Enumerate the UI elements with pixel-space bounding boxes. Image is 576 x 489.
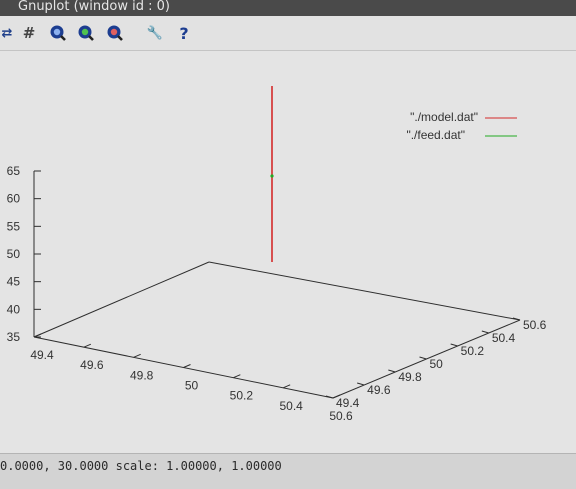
y-tick-mark — [325, 395, 334, 399]
status-text: 0.0000, 30.0000 scale: 1.00000, 1.00000 — [0, 459, 282, 473]
axes — [33, 171, 521, 399]
y-tick-label: 49.4 — [336, 396, 360, 410]
left-edge-line — [33, 261, 210, 338]
legend-label-model: "./model.dat" — [410, 110, 478, 124]
x-tick-mark — [282, 384, 291, 389]
y-tick-mark — [419, 356, 427, 360]
y-tick-mark — [481, 330, 489, 334]
toggle-grid-button[interactable]: # — [20, 24, 38, 42]
zoom-out-button[interactable] — [106, 24, 124, 42]
y-tick-label: 50.2 — [461, 344, 485, 358]
series — [270, 86, 274, 262]
x-tick-mark — [332, 394, 341, 399]
options-icon: 🔧 — [146, 25, 164, 41]
y-tick-mark — [388, 369, 396, 373]
zoom-previous-button[interactable] — [49, 24, 67, 42]
legend-label-feed: "./feed.dat" — [406, 128, 465, 142]
x-tick-label: 49.6 — [80, 358, 104, 372]
zoom-next-icon — [78, 25, 94, 41]
y-tick-mark — [512, 317, 521, 321]
y-tick-label: 50.4 — [492, 331, 516, 345]
x-tick-mark — [183, 364, 191, 368]
z-tick-label: 45 — [7, 275, 21, 289]
y-tick-mark — [450, 343, 458, 347]
z-tick-label: 55 — [7, 219, 21, 233]
x-tick-label: 50.4 — [279, 399, 303, 413]
toolbar: ⇄ # 🔧 ? — [0, 16, 576, 51]
z-tick-label: 60 — [7, 192, 21, 206]
help-button[interactable]: ? — [175, 23, 193, 43]
window-title: Gnuplot (window id : 0) — [18, 0, 170, 14]
x-tick-label: 50 — [185, 379, 199, 393]
z-tick-label: 35 — [7, 330, 21, 344]
help-icon: ? — [179, 23, 189, 43]
legend: "./model.dat" "./feed.dat" — [406, 110, 517, 142]
z-tick-label: 50 — [7, 247, 21, 261]
y-tick-label: 49.8 — [398, 370, 422, 384]
x-tick-label: 49.4 — [30, 348, 54, 362]
status-bar: 0.0000, 30.0000 scale: 1.00000, 1.00000 — [0, 453, 576, 489]
x-tick-mark — [133, 353, 141, 358]
copy-to-clipboard-button[interactable]: ⇄ — [0, 24, 16, 42]
options-button[interactable]: 🔧 — [146, 24, 164, 42]
x-tick-mark — [83, 343, 92, 348]
y-tick-mark — [357, 382, 365, 386]
plot-svg: 49.449.649.85050.250.450.649.449.649.850… — [7, 86, 547, 423]
x-tick-mark — [233, 374, 241, 379]
y-tick-label: 50.6 — [523, 318, 547, 332]
plot-canvas[interactable]: 49.4 49.6 49.8 50 50.2 50.4 50.6 49.4 49.6 49.8 50… — [0, 51, 576, 453]
back-edge-line — [208, 261, 521, 321]
zoom-out-icon — [107, 25, 123, 41]
copy-icon: ⇄ — [1, 25, 13, 41]
z-tick-label: 65 — [7, 164, 21, 178]
zoom-previous-icon — [50, 25, 66, 41]
feed-series-point — [270, 174, 274, 178]
window-title-bar: Gnuplot (window id : 0) — [0, 0, 576, 16]
y-tick-label: 50 — [430, 357, 444, 371]
y-tick-label: 49.6 — [367, 383, 391, 397]
x-tick-label: 50.6 — [329, 409, 353, 423]
z-tick-label: 40 — [7, 302, 21, 316]
x-tick-label: 50.2 — [230, 389, 254, 403]
zoom-next-button[interactable] — [77, 24, 95, 42]
grid-icon: # — [22, 24, 36, 42]
ticks: 49.449.649.85050.250.450.649.449.649.850… — [7, 164, 547, 423]
x-tick-label: 49.8 — [130, 368, 154, 382]
